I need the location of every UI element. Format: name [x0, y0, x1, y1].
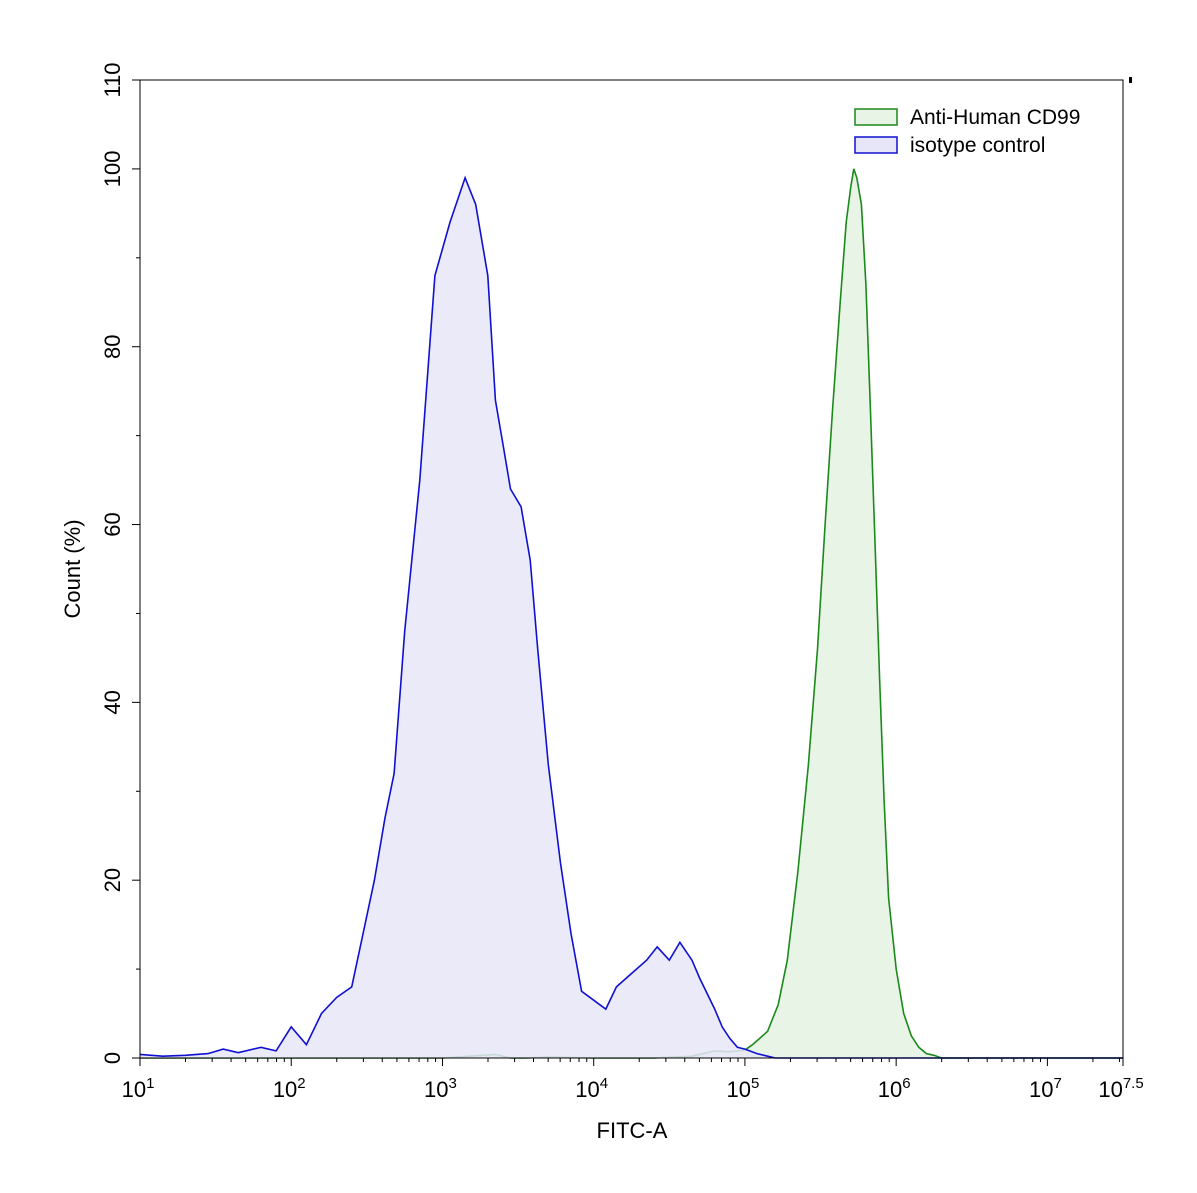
y-tick-label: 60 [100, 512, 125, 536]
legend-swatch-anti-human-cd99 [854, 108, 898, 126]
x-tick-label: 107 [1029, 1075, 1062, 1102]
y-axis-title: Count (%) [60, 519, 85, 618]
legend-swatch-isotype-control [854, 136, 898, 154]
series-line-isotype-control [139, 175, 1123, 1059]
x-tick-label: 103 [424, 1075, 457, 1102]
x-tick-label: 106 [878, 1075, 911, 1102]
corner-mark [1129, 77, 1132, 83]
y-tick-label: 40 [100, 690, 125, 714]
y-tick-label: 20 [100, 868, 125, 892]
series-layer [139, 168, 1123, 1059]
x-tick-label: 104 [575, 1075, 608, 1102]
series-area-anti-human-cd99 [140, 168, 1123, 1058]
series-line-anti-human-cd99 [140, 168, 1123, 1059]
x-tick-label: 102 [273, 1075, 306, 1102]
legend-label-anti-human-cd99: Anti-Human CD99 [910, 106, 1080, 129]
x-axis-title: FITC-A [597, 1118, 668, 1143]
x-tick-label: 101 [122, 1075, 155, 1102]
legend: Anti-Human CD99 isotype control [854, 106, 1080, 157]
series-area-isotype-control [140, 177, 1123, 1059]
y-tick-label: 80 [100, 334, 125, 358]
axes-layer: 0 20 40 60 80 100 110 101 102 103 104 105 106 107 107.… [100, 62, 1144, 1102]
y-tick-label: 0 [100, 1052, 125, 1064]
x-tick-label: 105 [727, 1075, 760, 1102]
y-tick-label: 110 [100, 62, 125, 97]
x-tick-label: 107.5 [1098, 1075, 1143, 1102]
plot-frame [139, 79, 1124, 1059]
legend-label-isotype-control: isotype control [910, 134, 1045, 157]
y-tick-label: 100 [100, 151, 125, 188]
